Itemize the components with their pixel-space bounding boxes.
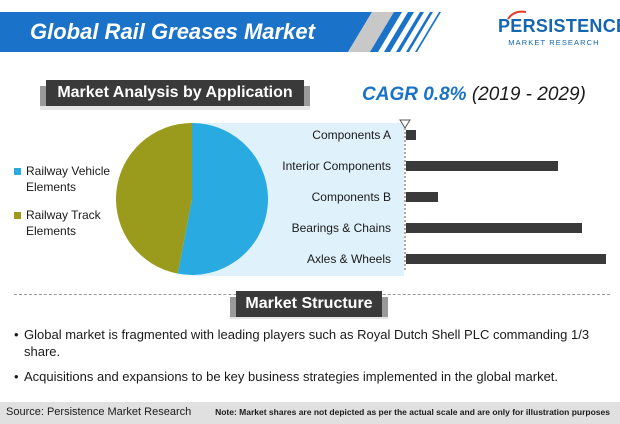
- pie-legend: Railway Vehicle Elements Railway Track E…: [14, 163, 144, 251]
- axis-arrow-icon: [399, 119, 411, 129]
- bar: [406, 130, 416, 140]
- bar-chart: Components A Interior Components Component…: [282, 128, 606, 266]
- bullet-item: Global market is fragmented with leading…: [14, 326, 614, 360]
- pie-slice: [177, 123, 269, 275]
- cagr-period: (2019 - 2029): [471, 84, 586, 105]
- bar-category-label: Axles & Wheels: [307, 252, 391, 266]
- legend-swatch: [14, 212, 21, 219]
- bar: [406, 254, 606, 264]
- legend-item: Railway Vehicle Elements: [14, 163, 144, 195]
- logo-name: PERSISTENCE: [498, 16, 620, 36]
- bar: [406, 192, 438, 202]
- pie-slice: [116, 123, 192, 274]
- logo-swoosh-icon: [507, 10, 527, 20]
- legend-label: Railway Track Elements: [26, 208, 101, 238]
- page-title: Global Rail Greases Market: [30, 19, 315, 44]
- bar-category-label: Components B: [312, 190, 391, 204]
- cagr-value: CAGR 0.8%: [362, 84, 467, 105]
- bar: [406, 161, 558, 171]
- logo-subtitle: MARKET RESEARCH: [508, 38, 600, 47]
- section-label-application: Market Analysis by Application: [40, 80, 310, 106]
- company-logo: PERSISTENCE MARKET RESEARCH: [498, 10, 620, 66]
- bar-category-label: Interior Components: [282, 159, 391, 173]
- structure-bullets: Global market is fragmented with leading…: [14, 326, 614, 393]
- application-chart: Components A Interior Components Component…: [116, 119, 606, 276]
- footer: Source: Persistence Market Research Note…: [0, 402, 620, 424]
- cagr-text: CAGR 0.8% (2019 - 2029): [362, 84, 586, 106]
- header-banner: Global Rail Greases Market: [0, 0, 620, 64]
- bullet-item: Acquisitions and expansions to be key bu…: [14, 368, 614, 385]
- footer-source: Source: Persistence Market Research: [6, 406, 192, 418]
- title-banner: [0, 12, 372, 52]
- section-label-structure: Market Structure: [230, 291, 388, 317]
- legend-item: Railway Track Elements: [14, 207, 144, 239]
- pie-chart: [116, 123, 269, 275]
- legend-swatch: [14, 168, 21, 175]
- legend-label: Railway Vehicle Elements: [26, 164, 111, 194]
- bar-category-label: Bearings & Chains: [292, 221, 391, 235]
- bar: [406, 223, 582, 233]
- bar-category-label: Components A: [312, 128, 391, 142]
- banner-stripes: [370, 12, 441, 52]
- footer-note: Note: Market shares are not depicted as …: [215, 407, 610, 417]
